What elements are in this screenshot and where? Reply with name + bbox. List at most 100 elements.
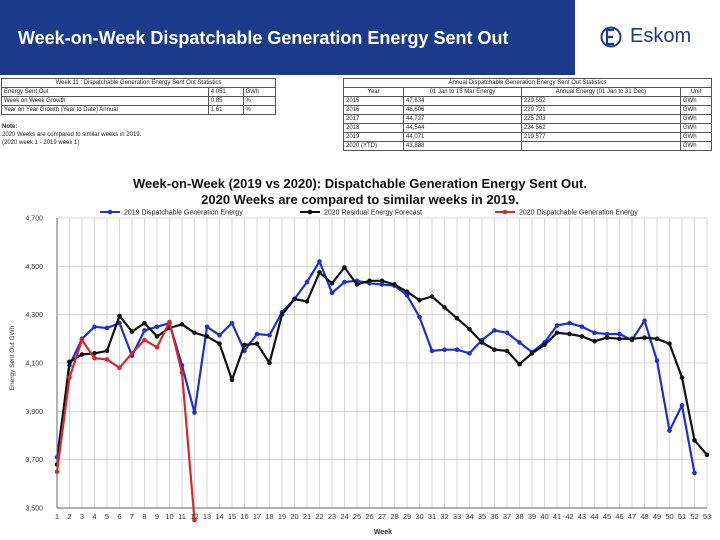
data-point (404, 289, 410, 295)
data-point (617, 331, 622, 337)
x-tick-label: 44 (590, 512, 598, 521)
legend-marker (502, 209, 508, 215)
data-point (554, 323, 560, 328)
data-point (67, 359, 72, 365)
annual-table-title: Annual Dispatchable Generation Energy Se… (343, 78, 712, 88)
data-point (417, 297, 422, 303)
data-point (229, 320, 235, 326)
data-point (104, 325, 110, 331)
data-point (79, 337, 85, 343)
data-point (567, 331, 572, 337)
x-tick-label: 43 (578, 512, 586, 521)
data-point (254, 341, 260, 346)
table-cell: 2019 (342, 132, 405, 142)
table-cell: GWh (679, 123, 713, 133)
y-tick-label: 4,700 (25, 216, 43, 223)
data-point (529, 351, 535, 356)
table-cell: GWh (242, 87, 277, 97)
data-point (379, 278, 385, 284)
note-line: (2020 week 1 - 2019 week 1) (2, 140, 80, 146)
table-row: 2015 47,634 229 552 GWh (342, 96, 713, 106)
x-tick-label: 12 (190, 512, 198, 521)
chart-series (54, 259, 710, 523)
data-point (367, 278, 372, 284)
data-point (179, 322, 185, 327)
x-tick-label: 50 (665, 512, 673, 521)
data-point (242, 342, 247, 348)
x-tick-label: 20 (290, 512, 298, 521)
data-point (267, 332, 272, 338)
data-point (304, 279, 310, 285)
x-tick-label: 10 (165, 512, 173, 521)
legend-marker (107, 209, 113, 215)
data-point (379, 282, 385, 287)
table-cell: 44,727 (403, 114, 522, 124)
data-point (667, 341, 672, 346)
table-cell: GWh (679, 105, 713, 115)
table-cell: 2020 (YTD) (342, 141, 405, 151)
table-cell: % (242, 105, 277, 115)
data-point (704, 452, 710, 458)
data-point (454, 315, 460, 321)
table-row: Week on Week Growth 0.85 % (1, 96, 277, 106)
legend-label: 2020 Dispatchable Generation Energy (519, 210, 638, 217)
x-tick-label: 21 (303, 512, 311, 521)
x-tick-label: 18 (265, 512, 273, 521)
data-point (692, 470, 697, 476)
data-point (417, 314, 422, 320)
table-cell: % (242, 96, 277, 106)
x-tick-label: 22 (315, 512, 323, 521)
data-point (504, 348, 510, 354)
data-point (279, 312, 285, 317)
data-point (467, 326, 472, 332)
table-cell: 47,634 (403, 96, 522, 106)
table-cell: GWh (679, 132, 713, 142)
data-point (167, 319, 172, 325)
table-cell: 229 552 (520, 96, 681, 106)
data-point (642, 335, 647, 340)
x-tick-label: 1 (55, 512, 59, 521)
chart-title: Week-on-Week (2019 vs 2020): Dispatchabl… (133, 176, 587, 191)
x-tick-label: 27 (378, 512, 386, 521)
x-axis-label: Week (374, 529, 392, 536)
table-cell (520, 141, 681, 151)
table-row: 2019 44,071 219 577 GWh (342, 132, 713, 142)
data-point (292, 296, 297, 302)
table-cell: 2016 (342, 105, 405, 115)
data-point (354, 282, 360, 287)
x-tick-label: 23 (328, 512, 336, 521)
x-tick-label: 28 (390, 512, 398, 521)
table-cell: 219 577 (520, 132, 681, 142)
data-point (467, 351, 472, 356)
data-point (479, 340, 485, 345)
table-header-cell: Unit (679, 87, 713, 97)
data-point (517, 340, 522, 345)
x-tick-label: 46 (615, 512, 623, 521)
x-tick-label: 32 (440, 512, 448, 521)
data-point (92, 351, 97, 356)
data-point (692, 438, 697, 443)
data-point (554, 330, 560, 336)
table-cell: 44,071 (403, 132, 522, 142)
data-point (104, 348, 110, 354)
data-point (79, 352, 85, 357)
data-point (104, 357, 110, 362)
y-tick-label: 3,700 (25, 457, 43, 464)
table-cell: Energy Sent Out (1, 87, 209, 97)
data-point (329, 280, 335, 286)
x-tick-label: 4 (92, 512, 96, 521)
chart-grid (56, 217, 708, 509)
x-tick-label: 13 (203, 512, 211, 521)
table-cell: 4 051 (207, 87, 244, 97)
x-tick-label: 41 (553, 512, 561, 521)
note-label: Note: (2, 124, 18, 130)
data-point (592, 330, 597, 336)
data-point (192, 410, 197, 415)
data-point (317, 259, 322, 264)
x-tick-label: 52 (690, 512, 698, 521)
table-row: 2016 46,606 229 721 GWh (342, 105, 713, 115)
table-cell: GWh (679, 114, 713, 124)
data-point (142, 328, 147, 333)
data-point (654, 358, 660, 363)
eskom-logo-icon (600, 26, 622, 47)
